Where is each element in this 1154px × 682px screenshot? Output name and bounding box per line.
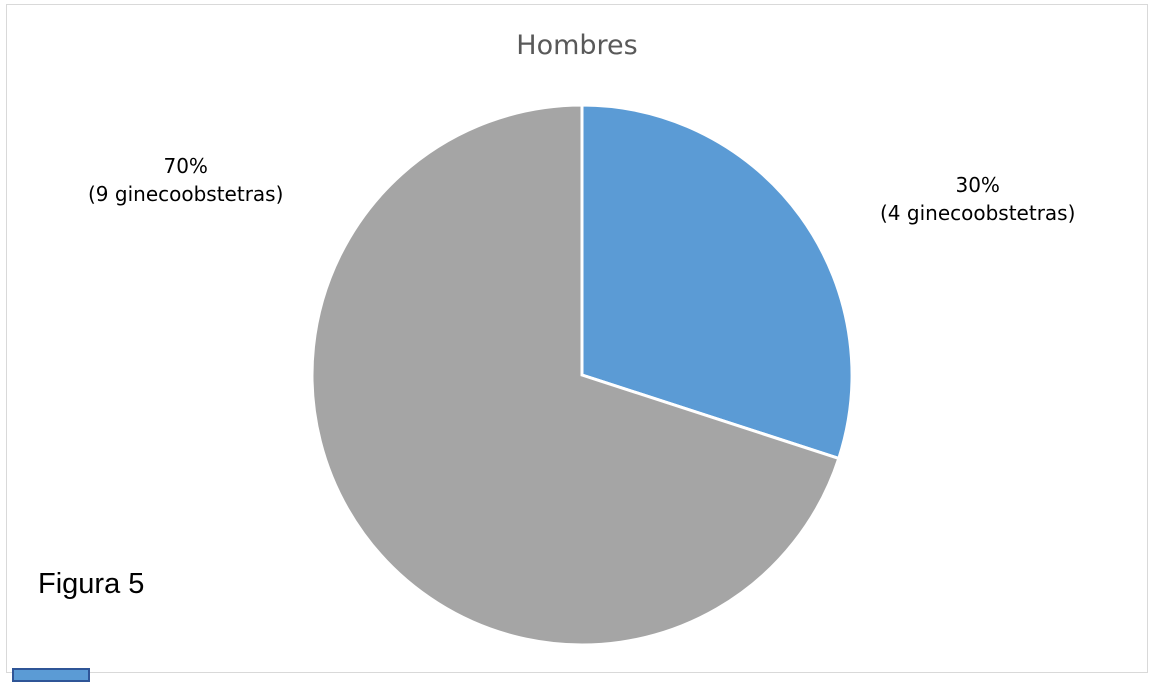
pie-slice-30 [580,103,854,461]
slice-percent-label: 30% [955,173,1000,197]
slice-percent-label: 70% [163,154,208,178]
figure-caption: Figura 5 [38,568,145,600]
slice-label-70: 70% (9 ginecoobstetras) [88,152,283,208]
slice-detail-label: (9 ginecoobstetras) [88,182,284,206]
slice-detail-label: (4 ginecoobstetras) [880,201,1076,225]
chart-title: Hombres [516,30,638,61]
pie-slice-70 [310,103,841,647]
legend-swatch [12,668,90,682]
slice-label-30: 30% (4 ginecoobstetras) [880,171,1075,227]
